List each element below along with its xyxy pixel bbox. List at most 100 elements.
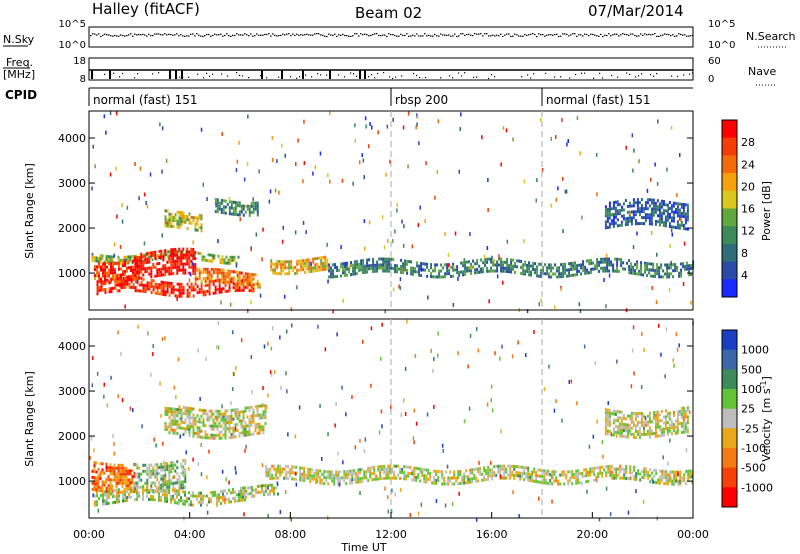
- heatmap-cell: [242, 492, 244, 496]
- heatmap-cell: [682, 212, 685, 216]
- heatmap-cell: [623, 476, 626, 480]
- heatmap-cell: [160, 486, 163, 490]
- scatter-cell: [211, 273, 213, 278]
- heatmap-cell: [196, 268, 199, 272]
- heatmap-cell: [106, 271, 108, 275]
- heatmap-cell: [226, 289, 229, 293]
- nsky-dot: [142, 33, 144, 35]
- heatmap-cell: [666, 421, 669, 424]
- heatmap-cell: [668, 216, 671, 219]
- heatmap-cell: [685, 482, 688, 485]
- heatmap-cell: [658, 266, 661, 270]
- heatmap-cell: [150, 495, 152, 498]
- heatmap-cell: [172, 248, 175, 252]
- heatmap-cell: [305, 476, 308, 480]
- heatmap-cell: [494, 263, 497, 267]
- heatmap-cell: [284, 266, 287, 270]
- heatmap-cell: [222, 421, 225, 425]
- heatmap-cell: [359, 477, 362, 481]
- heatmap-cell: [246, 272, 249, 276]
- heatmap-cell: [99, 462, 102, 466]
- scatter-cell: [247, 114, 249, 119]
- heatmap-cell: [404, 262, 407, 266]
- heatmap-cell: [648, 204, 651, 208]
- nsky-dot: [324, 35, 326, 37]
- heatmap-cell: [146, 281, 149, 285]
- heatmap-cell: [680, 271, 683, 275]
- heatmap-cell: [634, 213, 637, 217]
- heatmap-cell: [608, 257, 611, 261]
- nave-dot: [389, 76, 391, 78]
- heatmap-cell: [487, 471, 490, 475]
- heatmap-cell: [210, 433, 213, 437]
- heatmap-cell: [299, 466, 302, 470]
- heatmap-cell: [130, 269, 132, 272]
- heatmap-cell: [200, 420, 203, 424]
- heatmap-cell: [666, 427, 669, 430]
- heatmap-cell: [627, 477, 630, 480]
- heatmap-cell: [263, 490, 265, 494]
- heatmap-cell: [462, 264, 465, 268]
- nsky-dot: [136, 34, 138, 36]
- heatmap-cell: [455, 479, 458, 483]
- heatmap-cell: [168, 212, 171, 216]
- heatmap-cell: [162, 489, 165, 493]
- heatmap-cell: [442, 266, 445, 270]
- heatmap-cell: [206, 273, 209, 277]
- scatter-cell: [94, 164, 96, 169]
- heatmap-cell: [168, 482, 171, 486]
- heatmap-cell: [684, 203, 687, 207]
- heatmap-cell: [148, 251, 151, 255]
- heatmap-cell: [638, 210, 641, 214]
- heatmap-cell: [421, 470, 424, 474]
- heatmap-cell: [208, 436, 211, 440]
- scatter-cell: [517, 340, 519, 345]
- nave-dot: [311, 76, 313, 78]
- nsky-dot: [632, 33, 634, 35]
- nsky-dot: [460, 33, 462, 35]
- colorbar-segment: [722, 279, 737, 298]
- heatmap-cell: [285, 476, 288, 480]
- nsky-dot: [204, 35, 206, 37]
- heatmap-cell: [172, 285, 175, 289]
- heatmap-cell: [342, 262, 345, 266]
- nsky-dot: [290, 35, 292, 37]
- heatmap-cell: [200, 281, 203, 285]
- heatmap-cell: [164, 270, 167, 274]
- heatmap-cell: [156, 475, 159, 479]
- heatmap-cell: [209, 253, 212, 257]
- velocity-label-unit: [m s: [760, 388, 773, 413]
- heatmap-cell: [160, 283, 163, 287]
- heatmap-cell: [642, 414, 645, 418]
- heatmap-cell: [152, 489, 154, 493]
- nave-dot: [629, 73, 631, 76]
- heatmap-cell: [616, 200, 619, 204]
- nsky-dot: [562, 33, 564, 35]
- heatmap-cell: [252, 285, 255, 289]
- time-axis-label: Time UT: [340, 541, 386, 554]
- heatmap-cell: [162, 284, 165, 287]
- heatmap-cell: [628, 219, 631, 223]
- heatmap-cell: [96, 265, 98, 269]
- heatmap-cell: [651, 477, 654, 481]
- heatmap-cell: [114, 268, 116, 272]
- heatmap-cell: [316, 268, 319, 272]
- heatmap-cell: [577, 475, 580, 479]
- heatmap-cell: [635, 474, 638, 478]
- heatmap-cell: [209, 259, 212, 263]
- heatmap-cell: [628, 201, 631, 205]
- heatmap-cell: [216, 268, 219, 272]
- heatmap-cell: [218, 421, 221, 425]
- heatmap-cell: [504, 269, 507, 273]
- heatmap-cell: [684, 412, 687, 416]
- heatmap-cell: [368, 264, 371, 268]
- heatmap-cell: [100, 493, 102, 497]
- heatmap-cell: [237, 255, 240, 259]
- heatmap-cell: [162, 477, 165, 481]
- heatmap-cell: [101, 471, 104, 475]
- heatmap-cell: [108, 501, 110, 505]
- heatmap-cell: [222, 281, 225, 285]
- heatmap-cell: [115, 481, 118, 485]
- heatmap-cell: [308, 264, 311, 268]
- heatmap-cell: [254, 426, 257, 430]
